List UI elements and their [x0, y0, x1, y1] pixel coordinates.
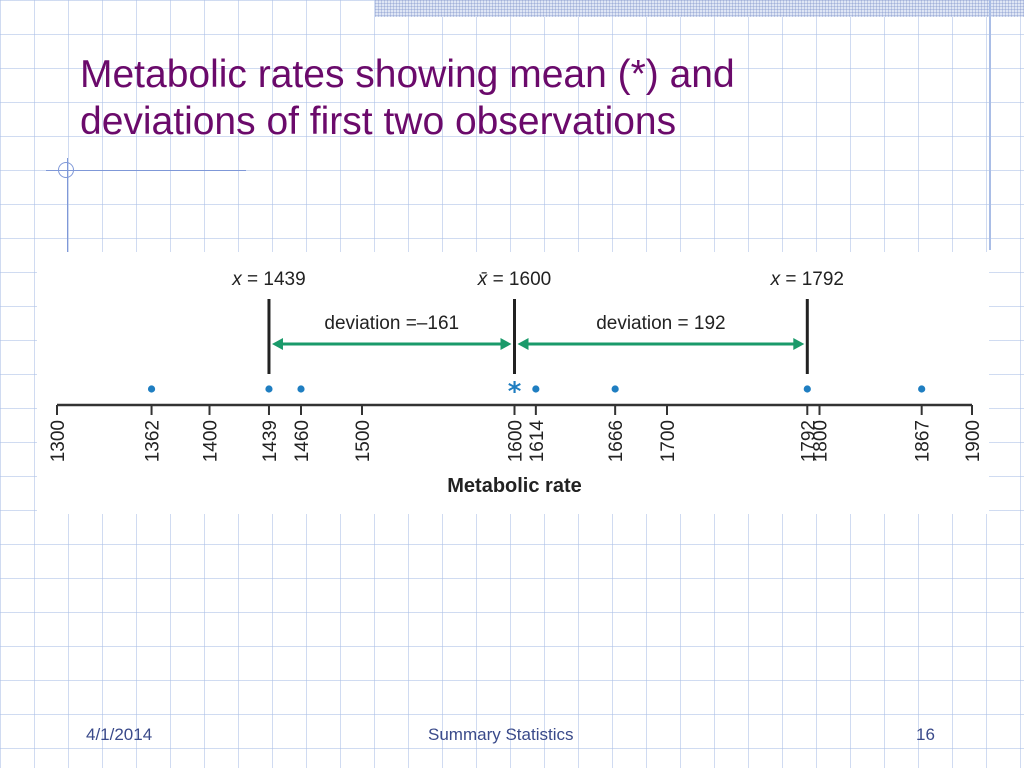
x-tick-label: 1900 — [963, 420, 984, 462]
chart-panel: 1300 1362 1400 1439 1460 1500 1600 1614 1666 1700… — [37, 252, 989, 514]
footer-date: 4/1/2014 — [86, 725, 153, 744]
observation-point — [297, 385, 305, 393]
decorative-line — [67, 158, 68, 252]
reference-lines-layer — [267, 299, 809, 374]
axis-layer: 1300 1362 1400 1439 1460 1500 1600 1614 1666 1700… — [48, 403, 984, 497]
x-tick-label: 1600 — [506, 420, 527, 462]
x-tick-label: 1792 — [798, 420, 819, 462]
decorative-line — [46, 170, 246, 171]
x-tick-label: 1400 — [201, 420, 222, 462]
x-tick-label: 1666 — [606, 420, 627, 462]
deviation-label: deviation = 192 — [596, 313, 725, 334]
x-axis-label: Metabolic rate — [447, 475, 581, 497]
deviation-arrows-layer — [271, 338, 805, 350]
metabolic-rate-chart: 1300 1362 1400 1439 1460 1500 1600 1614 1666 1700… — [48, 269, 984, 497]
deviation-label: deviation =–161 — [324, 313, 459, 334]
observation-point — [918, 385, 926, 393]
x-tick-label: 1439 — [260, 420, 281, 462]
title-line-1: Metabolic rates showing mean (*) and — [80, 53, 735, 96]
x-tick-label: 1500 — [353, 420, 374, 462]
x-tick-label: 1362 — [143, 420, 164, 462]
x-tick-label: 1460 — [292, 420, 313, 462]
decorative-circle — [58, 162, 74, 178]
x-tick-label: 1614 — [527, 420, 548, 463]
points-layer: * — [147, 377, 926, 407]
footer-title: Summary Statistics — [428, 725, 574, 744]
slide-title: Metabolic rates showing mean (*) and dev… — [80, 52, 960, 146]
deviation-arrow-head — [271, 338, 283, 350]
title-line-2: deviations of first two observations — [80, 99, 677, 143]
labels-layer: x = 1439 x = 1792 x̄ = 1600 deviation =–161… — [231, 269, 844, 334]
x-tick-label: 1300 — [48, 420, 69, 462]
mean-label: x̄ = 1600 — [477, 269, 551, 290]
observation-point — [265, 385, 273, 393]
x-tick-label: 1867 — [913, 420, 934, 462]
observation-label: x = 1792 — [770, 269, 844, 290]
decorative-band — [375, 0, 1024, 17]
deviation-arrow-head — [517, 338, 529, 350]
observation-point — [803, 385, 811, 393]
deviation-arrow-head — [500, 338, 512, 350]
x-tick-label: 1800 — [811, 420, 832, 462]
deviation-arrow-head — [793, 338, 805, 350]
observation-point — [532, 385, 540, 393]
observation-point — [611, 385, 619, 393]
footer-page-number: 16 — [916, 725, 935, 744]
decorative-line — [989, 0, 991, 250]
mean-marker: * — [508, 377, 522, 407]
x-tick-label: 1700 — [658, 420, 679, 462]
observation-point — [147, 385, 156, 393]
observation-label: x = 1439 — [231, 269, 305, 290]
